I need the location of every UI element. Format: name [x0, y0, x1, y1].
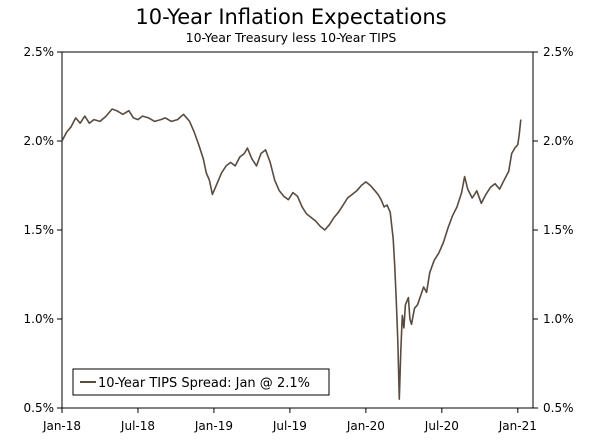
tips-spread-line: [61, 108, 522, 400]
legend-label: 10-Year TIPS Spread: Jan @ 2.1%: [98, 376, 310, 391]
legend-box: [72, 368, 330, 396]
y-tick-label-right: 2.0%: [543, 134, 574, 148]
plot-area-frame: [61, 51, 534, 409]
x-tick-label: Jan-20: [346, 419, 385, 433]
y-tick-label-left: 1.0%: [24, 312, 55, 326]
x-tick-label: Jan-18: [42, 419, 81, 433]
x-tick-label: Jul-18: [120, 419, 155, 433]
y-tick-label-left: 0.5%: [24, 401, 55, 415]
y-tick-label-right: 1.0%: [543, 312, 574, 326]
y-tick-label-left: 2.5%: [24, 45, 55, 59]
x-tick-label: Jul-19: [272, 419, 307, 433]
x-tick-label: Jan-21: [498, 419, 537, 433]
chart-subtitle: 10-Year Treasury less 10-Year TIPS: [186, 30, 397, 45]
chart-title: 10-Year Inflation Expectations: [135, 5, 446, 29]
y-tick-label-right: 0.5%: [543, 401, 574, 415]
legend: 10-Year TIPS Spread: Jan @ 2.1%: [72, 368, 330, 396]
x-tick-label: Jan-19: [194, 419, 233, 433]
y-tick-label-right: 2.5%: [543, 45, 574, 59]
y-tick-label-right: 1.5%: [543, 223, 574, 237]
y-tick-label-left: 2.0%: [24, 134, 55, 148]
y-tick-label-left: 1.5%: [24, 223, 55, 237]
x-tick-label: Jul-20: [424, 419, 459, 433]
